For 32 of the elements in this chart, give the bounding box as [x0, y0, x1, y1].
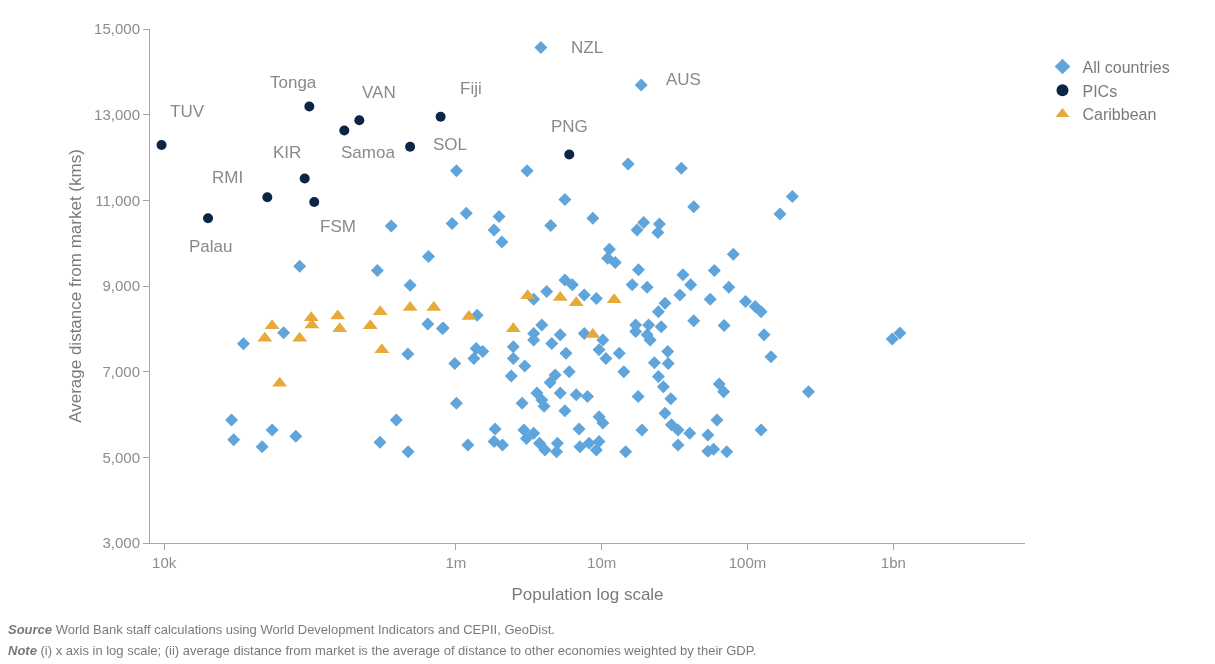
y-tick-label: 9,000	[102, 277, 140, 295]
y-tick-label: 5,000	[102, 448, 140, 466]
annotation: NZL	[571, 38, 604, 57]
y-tick-label: 13,000	[94, 105, 140, 123]
annotation: FSM	[320, 217, 356, 236]
x-tick-label: 1m	[445, 554, 467, 571]
x-tick-label: 100m	[728, 554, 767, 571]
annotation: VAN	[362, 83, 396, 102]
annotation: SOL	[433, 135, 468, 154]
x-tick-label: 10m	[587, 554, 617, 571]
annotation: Samoa	[341, 143, 396, 162]
x-tick-label: 1bn	[880, 554, 906, 571]
legend-label: All countries	[1082, 58, 1170, 76]
x-axis-title: Population log scale	[511, 585, 664, 605]
y-axis-title: Average distance from market (kms)	[65, 149, 85, 423]
annotation: Fiji	[460, 79, 482, 98]
y-tick-label: 11,000	[95, 191, 140, 209]
legend-label: Caribbean	[1082, 106, 1157, 124]
annotation: AUS	[666, 70, 701, 89]
annotation: TUV	[170, 102, 205, 121]
text: Note (i) x axis in log scale; (ii) average distance from market is the average of distance to other economies weighted by their GDP.	[8, 643, 757, 658]
legend-label: PICs	[1082, 82, 1118, 100]
y-tick-label: 3,000	[102, 534, 140, 552]
source-note: Source World Bank staff calculations using World Development Indicators and CEPII, GeoDist.	[8, 622, 555, 637]
annotation: Tonga	[270, 73, 317, 92]
annotation: PNG	[551, 117, 588, 136]
x-tick-label: 10k	[152, 554, 177, 571]
annotation: Palau	[189, 237, 233, 256]
annotation: RMI	[212, 168, 244, 187]
annotation: KIR	[273, 143, 302, 162]
y-tick-label: 15,000	[94, 20, 140, 38]
y-tick-label: 7,000	[102, 362, 140, 380]
